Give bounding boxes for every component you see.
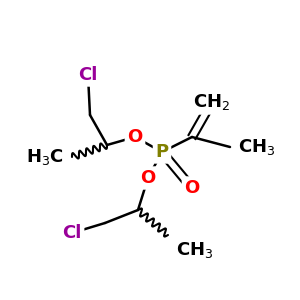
Text: H$_3$C: H$_3$C [26,147,64,167]
Text: O: O [140,169,156,187]
Text: P: P [155,143,169,161]
Text: CH$_3$: CH$_3$ [176,240,213,260]
Text: O: O [128,128,142,146]
Text: CH$_3$: CH$_3$ [238,137,275,157]
Text: O: O [184,179,200,197]
Text: Cl: Cl [62,224,82,242]
Text: Cl: Cl [78,66,98,84]
Text: CH$_2$: CH$_2$ [194,92,231,112]
